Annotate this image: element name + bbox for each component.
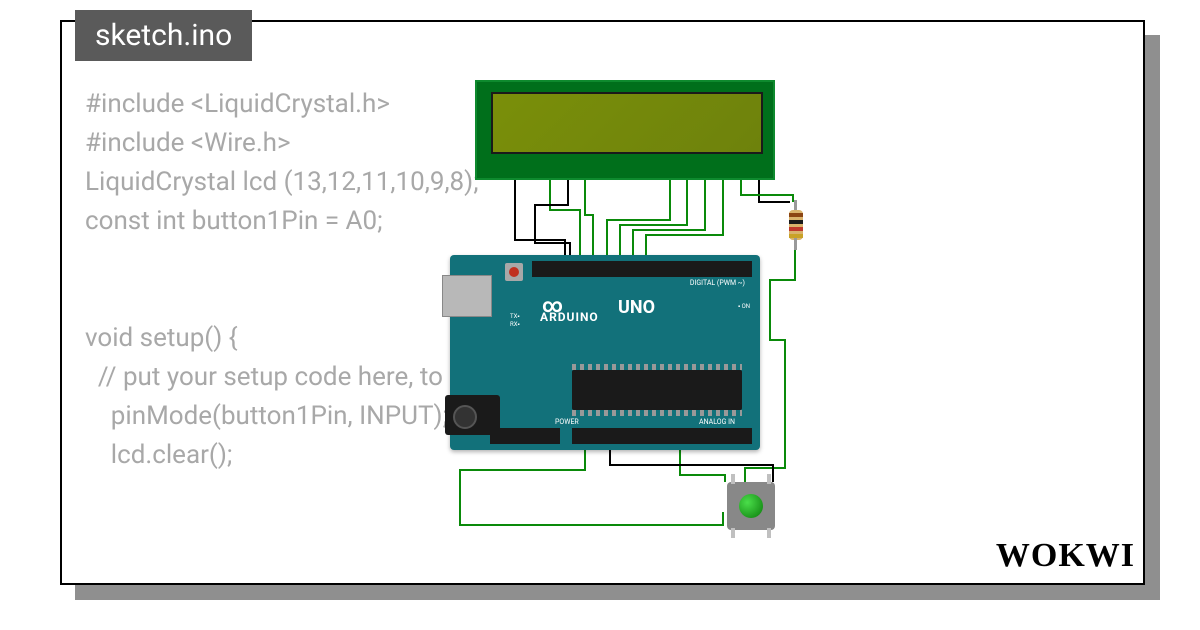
usb-port	[442, 275, 492, 317]
power-label: POWER	[555, 418, 579, 426]
reset-button[interactable]	[505, 263, 523, 281]
lcd-screen	[491, 92, 763, 154]
code-line: const int button1Pin = A0;	[85, 206, 383, 236]
brand-label: ARDUINO	[540, 310, 599, 324]
code-line: #include <LiquidCrystal.h>	[85, 89, 390, 119]
on-label: ▪ ON	[738, 303, 750, 310]
code-line: #include <Wire.h>	[85, 128, 291, 158]
lcd-module[interactable]	[475, 80, 775, 180]
file-tab-label: sketch.ino	[95, 18, 232, 53]
code-line: void setup() {	[85, 323, 238, 353]
button-pin	[767, 528, 771, 538]
digital-label: DIGITAL (PWM ~)	[690, 279, 745, 287]
analog-label: ANALOG IN	[699, 418, 735, 426]
button-pin	[767, 474, 771, 484]
logo-text: WOKWI	[996, 537, 1135, 574]
button-pin	[731, 528, 735, 538]
file-tab[interactable]: sketch.ino	[75, 10, 252, 61]
digital-header	[532, 261, 752, 277]
atmega-chip	[572, 370, 742, 410]
circuit-diagram[interactable]: ∞ UNO ARDUINO DIGITAL (PWM ~) POWER ANAL…	[425, 80, 805, 540]
wokwi-logo: WOKWI	[996, 537, 1135, 575]
code-line: pinMode(button1Pin, INPUT);	[85, 401, 448, 431]
resistor-lead	[794, 238, 797, 250]
resistor[interactable]	[787, 200, 805, 250]
code-line: LiquidCrystal lcd (13,12,11,10,9,8);	[85, 167, 479, 197]
txrx-label: TX▪RX▪	[510, 313, 520, 330]
resistor-band	[789, 213, 803, 217]
model-label: UNO	[618, 297, 655, 318]
arduino-uno-board[interactable]: ∞ UNO ARDUINO DIGITAL (PWM ~) POWER ANAL…	[450, 255, 760, 450]
resistor-band	[789, 220, 803, 224]
pushbutton[interactable]	[727, 482, 775, 530]
analog-header	[572, 428, 752, 444]
button-pin	[731, 474, 735, 484]
code-line: lcd.clear();	[85, 440, 232, 470]
power-header	[490, 428, 560, 444]
resistor-band	[789, 227, 803, 231]
